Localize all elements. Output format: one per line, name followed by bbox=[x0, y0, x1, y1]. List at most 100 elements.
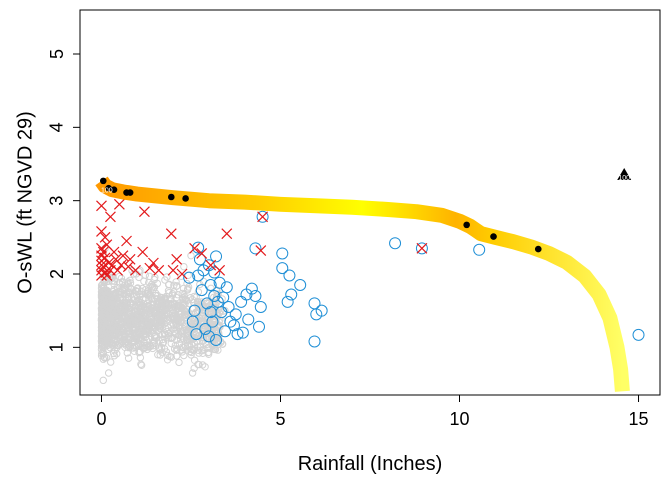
grey-point bbox=[180, 311, 189, 319]
grey-point bbox=[103, 316, 111, 324]
black-point bbox=[534, 245, 542, 253]
grey-point bbox=[118, 285, 127, 294]
grey-point bbox=[115, 272, 124, 281]
grey-point bbox=[162, 310, 171, 318]
blue-circle-point bbox=[473, 243, 486, 256]
grey-point bbox=[138, 313, 147, 322]
blue-circle-point bbox=[227, 319, 240, 332]
grey-point bbox=[186, 347, 194, 356]
grey-point bbox=[197, 300, 205, 308]
y-tick-label: 2 bbox=[47, 269, 67, 279]
grey-point bbox=[98, 280, 107, 288]
blue-circle-point bbox=[229, 308, 242, 321]
grey-point bbox=[155, 344, 164, 353]
red-cross-point bbox=[165, 228, 177, 240]
blue-circle-point bbox=[213, 276, 226, 289]
red-cross-point bbox=[122, 261, 134, 273]
grey-point bbox=[126, 284, 135, 293]
grey-point bbox=[129, 270, 138, 278]
grey-point bbox=[140, 277, 148, 285]
blue-circle-point bbox=[210, 334, 223, 346]
black-point-series bbox=[99, 177, 542, 253]
red-cross-point bbox=[214, 264, 226, 276]
grey-point bbox=[172, 313, 181, 322]
grey-point bbox=[170, 329, 179, 337]
grey-point bbox=[140, 339, 149, 348]
grey-point bbox=[172, 278, 180, 286]
grey-point bbox=[174, 291, 182, 299]
grey-point bbox=[149, 342, 157, 350]
grey-point bbox=[174, 301, 182, 309]
red-cross-point bbox=[171, 253, 183, 265]
grey-point bbox=[204, 350, 213, 358]
plot-frame bbox=[79, 9, 661, 396]
x-tick-label: 10 bbox=[449, 409, 469, 429]
grey-point bbox=[126, 342, 134, 350]
grey-point bbox=[165, 281, 173, 289]
grey-point bbox=[137, 361, 146, 369]
blue-circle-point bbox=[308, 297, 321, 310]
red-cross-point bbox=[124, 253, 136, 265]
red-cross-point bbox=[97, 261, 109, 273]
blue-circle-point bbox=[256, 210, 269, 223]
blue-circle-point bbox=[249, 242, 262, 255]
grey-point bbox=[176, 335, 185, 343]
red-cross-point bbox=[101, 270, 113, 281]
red-cross-point bbox=[257, 211, 269, 223]
grey-point bbox=[161, 276, 169, 284]
blue-circle-point bbox=[245, 282, 258, 295]
grey-point bbox=[191, 314, 199, 323]
grey-point bbox=[142, 317, 151, 326]
grey-point bbox=[106, 324, 115, 333]
grey-point bbox=[153, 291, 162, 300]
blue-circle-point bbox=[208, 290, 221, 302]
grey-point bbox=[153, 279, 162, 288]
red-cross-point bbox=[196, 248, 208, 259]
grey-point bbox=[133, 335, 141, 343]
grey-point bbox=[194, 346, 203, 354]
grey-point bbox=[172, 336, 181, 344]
grey-point bbox=[115, 287, 123, 295]
y-tick-label: 5 bbox=[47, 49, 67, 59]
grey-point bbox=[143, 330, 151, 338]
blue-circle-point bbox=[276, 247, 289, 260]
blue-circle-point bbox=[285, 288, 298, 301]
grey-point bbox=[146, 319, 154, 327]
x-axis-title: Rainfall (Inches) bbox=[298, 453, 443, 475]
grey-point bbox=[108, 320, 116, 328]
black-point bbox=[105, 184, 112, 192]
blue-circle-point bbox=[190, 328, 203, 341]
black-point bbox=[463, 221, 470, 229]
contour-curve bbox=[95, 176, 630, 392]
grey-point bbox=[184, 285, 192, 293]
grey-point bbox=[127, 303, 135, 312]
blue-circle-point bbox=[199, 323, 212, 335]
y-axis-title: O-sWL (ft NGVD 29) bbox=[14, 111, 36, 294]
grey-point bbox=[139, 331, 147, 340]
grey-point bbox=[176, 318, 185, 326]
red-cross-series bbox=[96, 198, 428, 281]
blue-circle-point bbox=[253, 320, 266, 333]
red-cross-point bbox=[97, 246, 109, 258]
x-tick-label: 15 bbox=[629, 409, 649, 429]
grey-point bbox=[209, 312, 217, 320]
grey-point bbox=[186, 343, 194, 351]
blue-circle-point bbox=[186, 315, 199, 328]
blue-circle-point bbox=[308, 335, 321, 348]
blue-circle-point bbox=[220, 281, 233, 294]
grey-point bbox=[148, 295, 156, 303]
grey-point bbox=[151, 324, 159, 333]
red-cross-point bbox=[189, 242, 200, 254]
grey-point bbox=[107, 358, 115, 366]
grey-point bbox=[165, 334, 173, 342]
blue-circle-point bbox=[231, 328, 244, 341]
grey-point bbox=[136, 266, 144, 274]
grey-point bbox=[101, 286, 109, 295]
grey-point bbox=[198, 346, 206, 355]
red-cross-point bbox=[153, 264, 165, 276]
grey-point bbox=[99, 376, 107, 385]
grey-point bbox=[175, 331, 183, 340]
grey-point bbox=[115, 327, 123, 335]
grey-point bbox=[149, 337, 158, 345]
red-cross-point bbox=[121, 235, 132, 247]
